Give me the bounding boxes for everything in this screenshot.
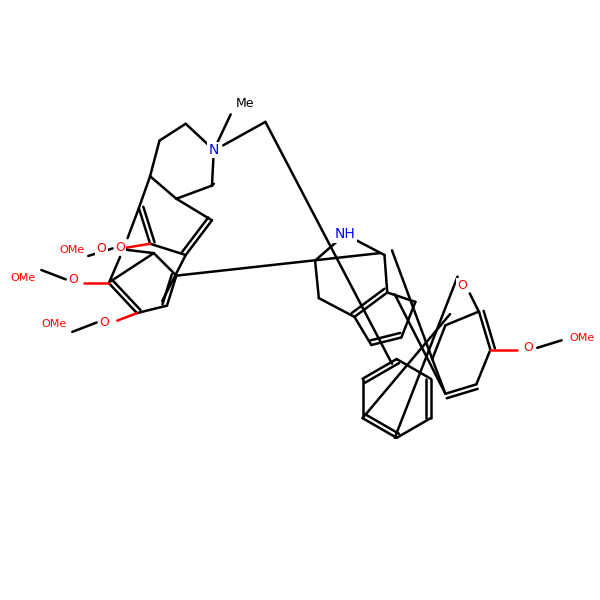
Text: O: O [68, 273, 78, 286]
Text: N: N [209, 143, 219, 157]
Text: O: O [115, 241, 125, 254]
Text: O: O [457, 280, 467, 292]
Text: OMe: OMe [59, 245, 85, 256]
Text: O: O [99, 316, 109, 329]
Text: Me: Me [235, 97, 254, 110]
Text: O: O [523, 341, 533, 355]
Text: O: O [97, 242, 106, 255]
Text: OMe: OMe [569, 334, 595, 343]
Text: OMe: OMe [41, 319, 67, 329]
Text: NH: NH [335, 227, 355, 241]
Text: OMe: OMe [10, 272, 36, 283]
